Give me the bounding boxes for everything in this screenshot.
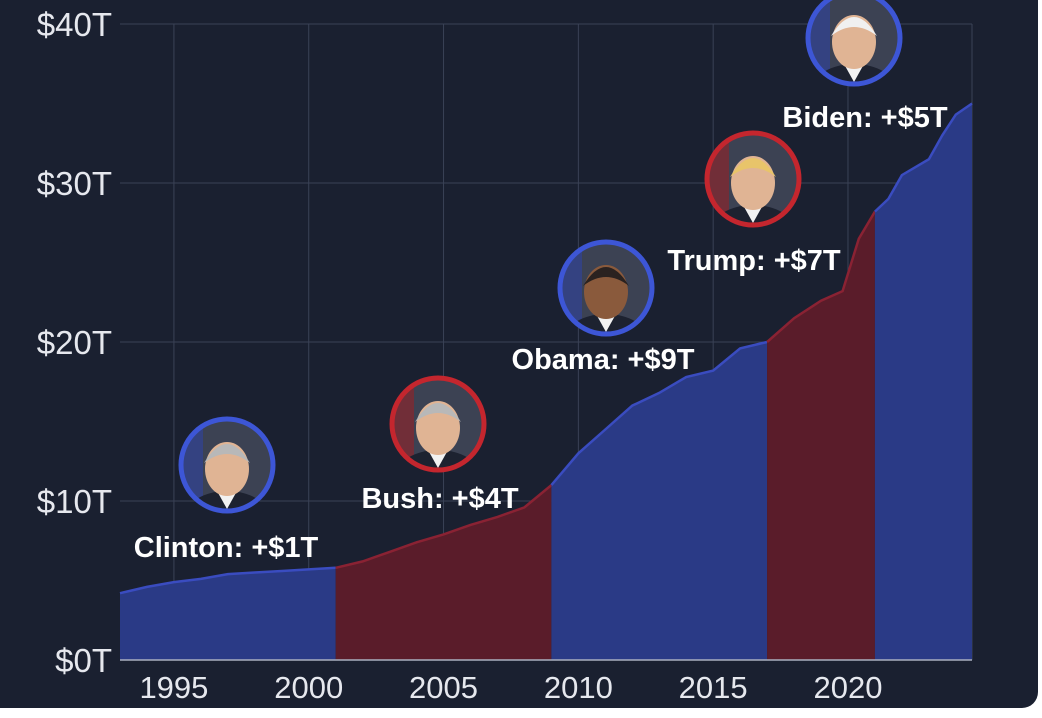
x-tick-label: 2020 xyxy=(813,670,882,705)
y-tick-label: $20T xyxy=(37,324,112,361)
area-segment-clinton xyxy=(120,567,336,660)
y-tick-label: $40T xyxy=(37,6,112,43)
shirt-shape xyxy=(844,64,864,82)
series-line-trump xyxy=(766,210,876,343)
shirt-shape xyxy=(596,314,616,332)
portrait-trump xyxy=(704,130,802,228)
portrait-ring xyxy=(557,239,655,337)
portrait-ring xyxy=(389,375,487,473)
x-tick-label: 2015 xyxy=(679,670,748,705)
portrait-ring xyxy=(704,130,802,228)
area-segment-biden xyxy=(874,103,972,660)
x-tick-label: 2005 xyxy=(409,670,478,705)
hair-shape xyxy=(730,158,776,177)
portrait-ring xyxy=(805,0,903,87)
hair-shape xyxy=(204,444,250,463)
y-tick-label: $30T xyxy=(37,165,112,202)
x-tick-label: 2010 xyxy=(544,670,613,705)
area-segment-bush xyxy=(335,485,552,660)
shirt-shape xyxy=(217,491,237,509)
portrait-photo xyxy=(810,0,898,82)
president-labels: Clinton: +$1T Bush: +$4T Obama: +$9T Trump:… xyxy=(134,0,948,564)
axes: $0T $10T $20T $30T $40T 1995 2000 2005 2010 2015 2… xyxy=(37,6,972,705)
series-line-bush xyxy=(335,484,553,570)
shirt-shape xyxy=(743,205,763,223)
president-label: Biden: +$5T xyxy=(782,102,947,134)
president-label: Clinton: +$1T xyxy=(134,532,319,564)
portrait-bush xyxy=(389,375,487,473)
x-tick-label: 2000 xyxy=(274,670,343,705)
portrait-obama xyxy=(557,239,655,337)
x-tick-label: 1995 xyxy=(139,670,208,705)
series-line-biden xyxy=(874,102,973,213)
shirt-shape xyxy=(428,450,448,468)
portrait-biden xyxy=(805,0,903,87)
area-segment-obama xyxy=(551,342,768,660)
series-line-obama xyxy=(550,340,768,486)
area-segment-trump xyxy=(767,211,875,660)
area-series xyxy=(119,102,973,660)
portrait-ring xyxy=(178,416,276,514)
portrait-clinton xyxy=(178,416,276,514)
y-tick-label: $0T xyxy=(55,642,112,679)
president-label: Obama: +$9T xyxy=(512,344,695,376)
president-label: Trump: +$7T xyxy=(667,245,841,277)
hair-shape xyxy=(831,17,877,36)
president-label: Bush: +$4T xyxy=(361,483,518,515)
hair-shape xyxy=(583,267,629,286)
series-line-clinton xyxy=(119,566,336,595)
y-tick-label: $10T xyxy=(37,483,112,520)
hair-shape xyxy=(415,403,461,422)
